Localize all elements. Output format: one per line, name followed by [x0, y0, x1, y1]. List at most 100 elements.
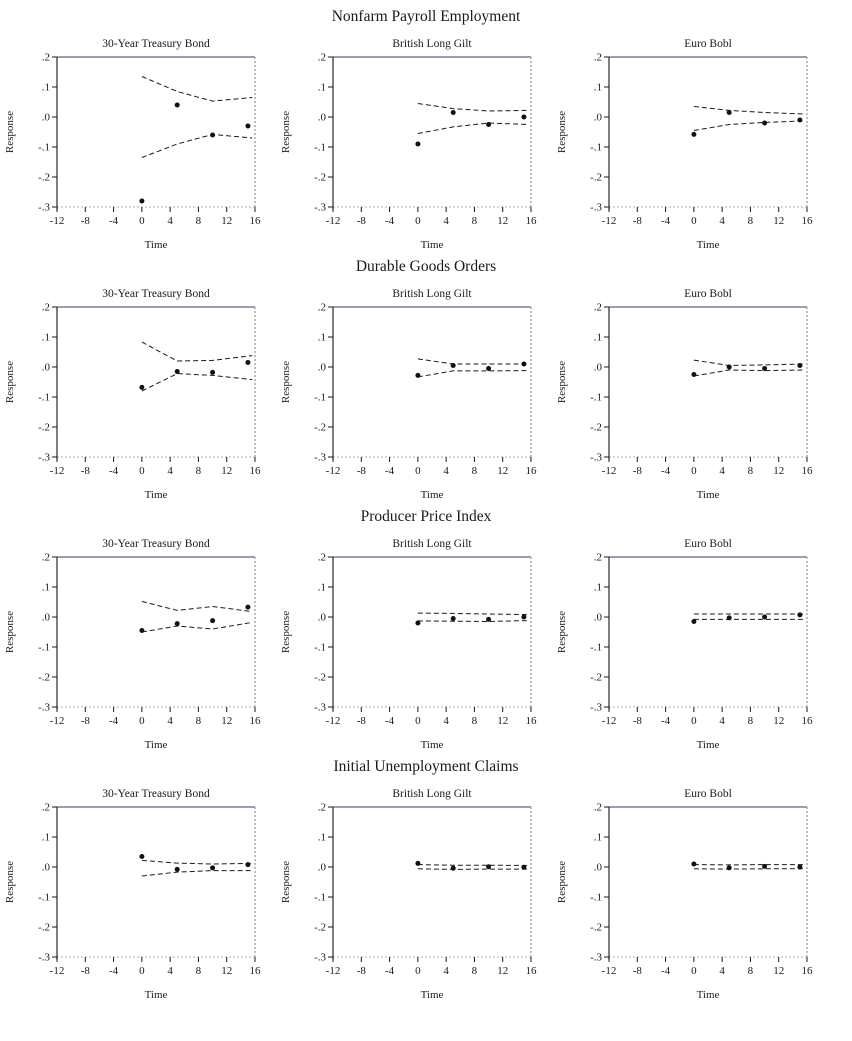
- x-tick-label: 12: [773, 215, 784, 227]
- data-point: [521, 614, 527, 620]
- x-tick-label: -8: [81, 715, 91, 727]
- y-tick-label: -.3: [38, 202, 50, 214]
- x-tick-label: 4: [443, 965, 449, 977]
- x-tick-label: 12: [221, 465, 232, 477]
- y-tick-label: .2: [318, 52, 326, 64]
- subplot-title: Euro Bobl: [684, 538, 732, 550]
- y-axis-label: Response: [280, 111, 292, 153]
- x-tick-label: -8: [357, 715, 367, 727]
- y-tick-label: .0: [318, 862, 327, 874]
- x-tick-label: -4: [385, 215, 395, 227]
- y-tick-label: .2: [42, 552, 50, 564]
- y-tick-label: .1: [594, 582, 602, 594]
- data-point: [486, 366, 492, 371]
- y-axis-label: Response: [556, 111, 568, 153]
- data-point: [415, 860, 421, 866]
- y-tick-label: -.1: [590, 142, 602, 154]
- data-point: [726, 364, 732, 370]
- data-point: [415, 141, 421, 147]
- y-tick-label: -.3: [38, 952, 50, 964]
- data-point: [174, 102, 180, 108]
- data-point: [762, 120, 768, 126]
- x-axis-label: Time: [145, 239, 168, 251]
- x-tick-label: 0: [139, 215, 145, 227]
- x-tick-label: 4: [167, 965, 173, 977]
- y-axis-label: Response: [556, 861, 568, 903]
- x-tick-label: -8: [357, 215, 367, 227]
- x-tick-label: 16: [526, 715, 538, 727]
- response-chart: Euro Bobl .2 .1 .0 -.1 -.2 -.3-12 -8 -4 0 4 8 12 16 Re…: [556, 288, 813, 501]
- x-tick-label: -4: [109, 715, 119, 727]
- x-tick-label: -12: [326, 715, 341, 727]
- x-tick-label: 16: [250, 715, 262, 727]
- x-tick-label: -4: [661, 715, 671, 727]
- chart-claims-treasury: 30-Year Treasury Bond .2 .1 .0 -.1 -.2 -.3 -12 -…: [0, 779, 276, 1005]
- y-tick-label: .0: [42, 612, 51, 624]
- data-point: [139, 854, 145, 859]
- x-tick-label: -4: [385, 465, 395, 477]
- subplot-title: British Long Gilt: [392, 288, 472, 300]
- x-tick-label: 0: [691, 465, 697, 477]
- data-point: [521, 361, 527, 367]
- response-chart: British Long Gilt .2 .1 .0 -.1 -.2 -.3-12 -8 -4 0…: [280, 788, 537, 1001]
- y-tick-label: .0: [318, 362, 327, 374]
- x-tick-label: -4: [385, 715, 395, 727]
- x-axis-label: Time: [421, 989, 444, 1001]
- y-tick-label: -.3: [590, 702, 602, 714]
- lower-band-line: [693, 369, 805, 377]
- x-tick-label: 12: [497, 215, 508, 227]
- x-tick-label: -12: [602, 965, 617, 977]
- section-title-unemployment-claims: Initial Unemployment Claims: [333, 758, 519, 775]
- data-point: [245, 360, 251, 365]
- y-axis-label: Response: [4, 861, 16, 903]
- x-tick-label: -8: [357, 965, 367, 977]
- y-axis-label: Response: [280, 611, 292, 653]
- section-unemployment-claims: Initial Unemployment Claims 30-Year Trea…: [0, 755, 852, 1005]
- x-tick-label: 16: [250, 965, 262, 977]
- x-tick-label: 12: [497, 965, 508, 977]
- x-tick-label: 8: [472, 965, 478, 977]
- lower-band-line: [417, 620, 529, 623]
- y-tick-label: -.3: [590, 452, 602, 464]
- x-tick-label: 12: [773, 465, 784, 477]
- upper-band-line: [693, 359, 805, 367]
- y-tick-label: .0: [594, 362, 603, 374]
- lower-band-line: [141, 373, 253, 392]
- chart-durable-gilt: British Long Gilt .2 .1 .0 -.1 -.2 -.3 -12 -8 -4 0…: [276, 279, 552, 505]
- section-title-durable-goods: Durable Goods Orders: [355, 258, 497, 275]
- y-tick-label: -.2: [38, 422, 50, 434]
- subplot-title: 30-Year Treasury Bond: [102, 788, 210, 800]
- lower-band-line: [693, 120, 805, 131]
- data-point: [415, 372, 421, 378]
- x-tick-label: 16: [250, 465, 262, 477]
- subplot-title: British Long Gilt: [392, 788, 472, 800]
- y-tick-label: .2: [318, 302, 326, 314]
- x-tick-label: -4: [109, 215, 119, 227]
- x-tick-label: -12: [326, 465, 341, 477]
- y-tick-label: .2: [594, 302, 602, 314]
- upper-band-line: [417, 864, 529, 866]
- y-tick-label: .2: [594, 552, 602, 564]
- y-axis-label: Response: [556, 611, 568, 653]
- y-tick-label: .0: [594, 612, 603, 624]
- y-tick-label: -.1: [314, 392, 326, 404]
- x-tick-label: 0: [415, 715, 421, 727]
- y-tick-label: -.2: [314, 422, 326, 434]
- response-chart: British Long Gilt .2 .1 .0 -.1 -.2 -.3-12 -8 -4 0…: [280, 38, 537, 251]
- chart-row-producer-price: 30-Year Treasury Bond .2.1.0 -.1 -.2 -.3 -12-…: [0, 529, 852, 755]
- y-tick-label: -.1: [590, 892, 602, 904]
- data-point: [691, 131, 697, 137]
- section-title-nonfarm-payroll: Nonfarm Payroll Employment: [331, 8, 521, 25]
- data-point: [450, 363, 456, 368]
- x-tick-label: -4: [109, 965, 119, 977]
- data-point: [762, 614, 768, 620]
- x-tick-label: -12: [326, 965, 341, 977]
- y-tick-label: .1: [318, 82, 326, 94]
- chart-nonfarm-gilt: British Long Gilt .2 .1 .0 -.1 -.2 -.3 -12 -8 -4 0…: [276, 29, 552, 255]
- y-tick-label: -.3: [590, 952, 602, 964]
- x-tick-label: -12: [50, 715, 65, 727]
- upper-band-line: [417, 612, 529, 616]
- y-tick-label: -.2: [38, 172, 50, 184]
- x-tick-label: 16: [802, 715, 814, 727]
